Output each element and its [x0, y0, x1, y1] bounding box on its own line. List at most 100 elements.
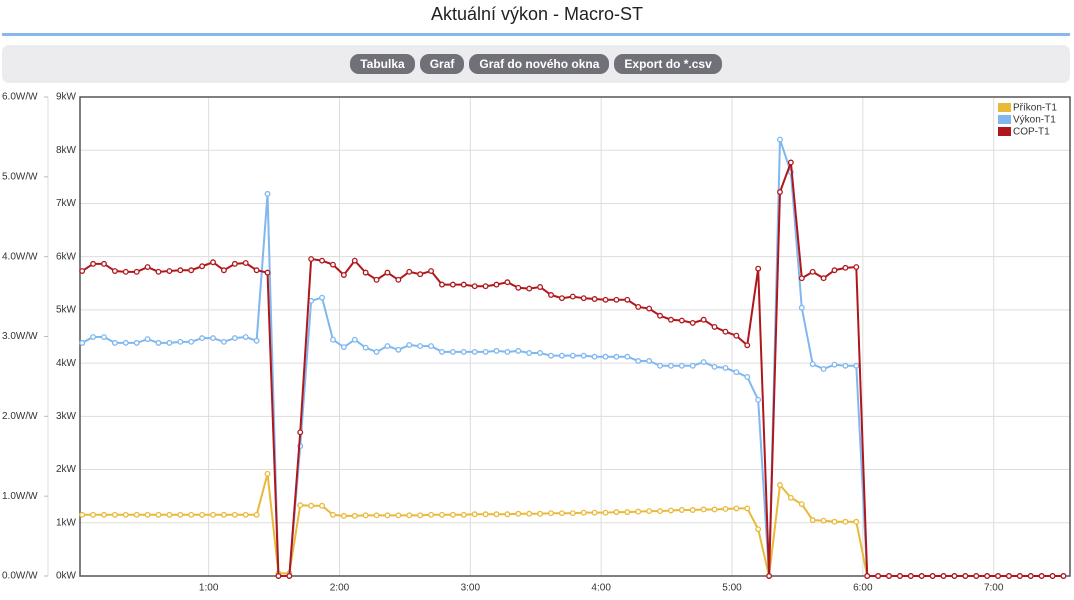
data-point [995, 573, 1001, 579]
data-point [460, 348, 467, 355]
data-point [330, 511, 336, 518]
data-point [144, 511, 151, 518]
data-point [362, 269, 369, 276]
data-point [526, 350, 533, 356]
data-point [384, 269, 391, 276]
data-point [613, 509, 620, 516]
data-point [428, 511, 435, 518]
data-point [384, 343, 391, 350]
data-point [820, 275, 827, 282]
data-point [362, 344, 369, 351]
data-point [439, 511, 445, 518]
data-point [308, 502, 315, 509]
data-point [362, 512, 369, 519]
data-point [548, 292, 554, 298]
y2-tick-label: 0.0W/W [2, 571, 38, 582]
plot-frame [79, 96, 1071, 577]
legend-swatch [998, 127, 1011, 136]
y-tick-label: 5kW [56, 305, 77, 316]
data-point [1038, 573, 1045, 579]
data-point [667, 316, 674, 323]
data-point [428, 268, 435, 274]
data-point [907, 573, 914, 579]
data-point [177, 511, 184, 518]
data-point [231, 335, 238, 342]
data-point [657, 508, 663, 515]
data-point [853, 362, 860, 369]
data-point [220, 338, 227, 345]
data-point [1049, 573, 1056, 579]
data-point [449, 348, 456, 355]
data-point [504, 279, 511, 286]
data-point [940, 573, 947, 579]
data-point [493, 281, 500, 288]
data-point [809, 517, 816, 524]
y-tick-label: 2kW [56, 464, 77, 475]
data-point [417, 271, 424, 278]
y-tick-label: 3kW [56, 411, 77, 422]
x-tick-label: 1:00 [199, 583, 219, 594]
data-point [166, 268, 173, 274]
data-point [373, 512, 380, 519]
data-point [330, 261, 336, 268]
data-point [253, 267, 260, 274]
data-point [744, 505, 751, 512]
data-point [417, 512, 424, 519]
data-point [406, 342, 413, 348]
data-point [319, 294, 325, 301]
data-point [90, 511, 97, 518]
data-point [155, 339, 162, 346]
data-point [373, 348, 380, 355]
legend-swatch [998, 103, 1011, 112]
data-point [733, 505, 740, 512]
data-point [133, 268, 140, 275]
data-point [482, 283, 489, 290]
data-point [722, 505, 729, 512]
data-point [853, 518, 860, 525]
data-point [537, 510, 544, 517]
data-point [188, 338, 195, 345]
data-point [210, 259, 216, 266]
data-point [962, 573, 969, 579]
legend-swatch [998, 115, 1011, 124]
data-point [613, 296, 620, 303]
data-point [155, 511, 162, 518]
data-point [646, 508, 653, 515]
data-point [275, 573, 282, 579]
data-point [111, 339, 118, 346]
toolbar-button[interactable]: Graf do nového okna [469, 54, 610, 74]
data-point [220, 511, 227, 518]
data-point [798, 501, 805, 508]
data-point [635, 508, 642, 515]
data-point [831, 361, 838, 368]
data-point [526, 285, 533, 292]
y-tick-label: 9kW [56, 92, 77, 103]
data-point [231, 511, 238, 518]
data-point [144, 336, 151, 343]
data-point [373, 276, 380, 283]
data-point [558, 352, 565, 359]
data-point [210, 511, 216, 518]
data-point [624, 353, 631, 360]
data-point [340, 344, 347, 351]
legend-label: Výkon-T1 [1013, 115, 1056, 126]
data-point [711, 323, 718, 330]
data-point [122, 339, 129, 346]
data-point [918, 573, 925, 579]
data-point [526, 510, 533, 517]
data-point [820, 517, 827, 524]
toolbar-button[interactable]: Graf [419, 54, 465, 74]
toolbar-button[interactable]: Export do *.csv [614, 54, 722, 74]
data-point [798, 275, 805, 282]
data-point [1016, 573, 1023, 579]
data-point [460, 281, 467, 288]
x-tick-label: 3:00 [461, 583, 481, 594]
data-point [166, 511, 173, 518]
x-tick-label: 4:00 [591, 583, 611, 594]
y-tick-label: 7kW [56, 198, 77, 209]
data-point [798, 304, 805, 311]
toolbar-button[interactable]: Tabulka [350, 54, 415, 74]
data-point [646, 358, 653, 364]
